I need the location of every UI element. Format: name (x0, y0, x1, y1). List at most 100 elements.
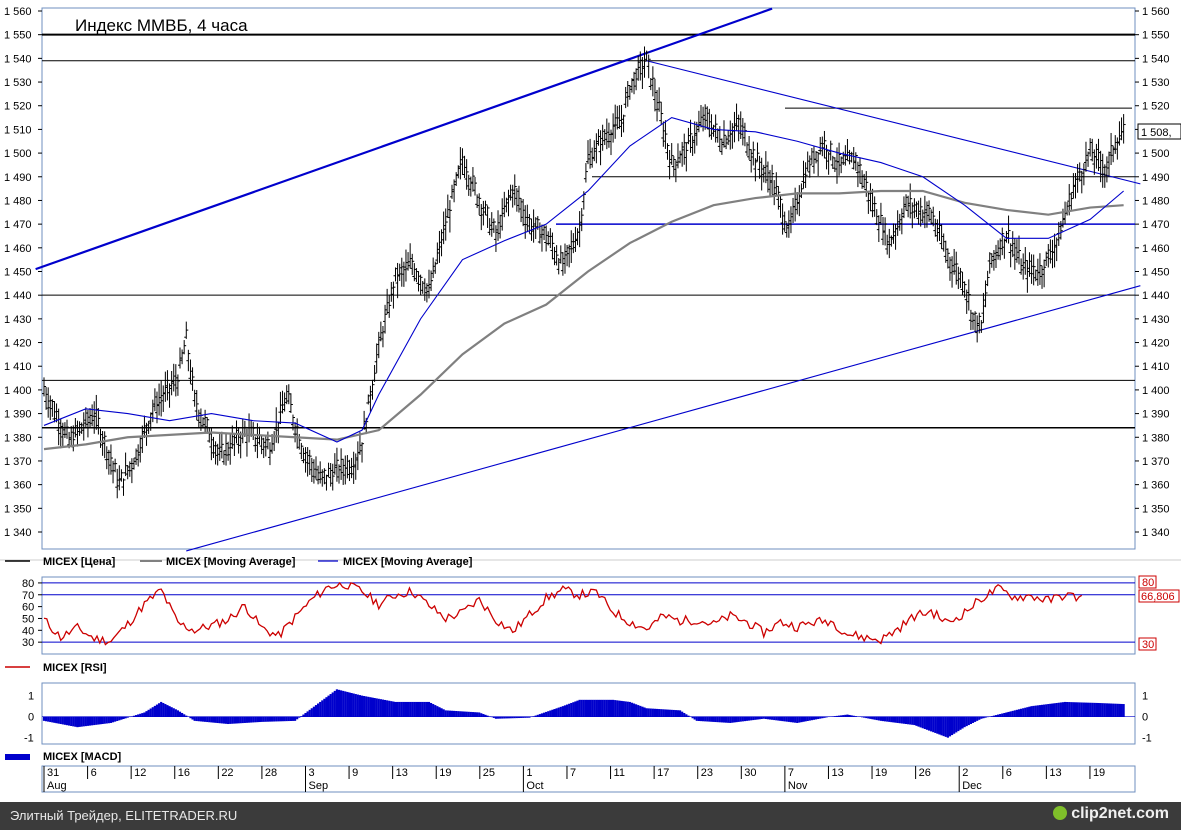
legend-rsi: MICEX [RSI] (43, 662, 107, 674)
month-label: Oct (526, 780, 543, 792)
y-tick-label-left: 1 400 (4, 385, 32, 397)
y-tick-label-right: 1 430 (1142, 314, 1170, 326)
macd-y-tick-label: 0 (28, 712, 34, 724)
y-tick-label-left: 1 510 (4, 124, 32, 136)
rsi-y-tick-label: 50 (22, 613, 34, 625)
price-levels (42, 33, 1135, 429)
x-tick-label: 19 (1093, 767, 1105, 779)
y-tick-label-right: 1 560 (1142, 6, 1170, 18)
y-tick-label-right: 1 410 (1142, 361, 1170, 373)
y-tick-label-right: 1 500 (1142, 148, 1170, 160)
rsi-label-box-80 (1138, 575, 1157, 589)
legend-price: MICEX [Цена] (43, 556, 116, 568)
y-tick-label-right: 1 450 (1142, 267, 1170, 279)
x-tick-label: 23 (701, 767, 713, 779)
macd-series (42, 689, 1125, 738)
y-tick-label-right: 1 470 (1142, 219, 1170, 231)
month-label: Sep (308, 780, 328, 792)
x-tick-label: 19 (439, 767, 451, 779)
price-y-ticks: 1 340 1 340 1 350 1 350 1 360 1 360 1 370 1 370… (4, 6, 1170, 539)
y-tick-label-right: 1 370 (1142, 456, 1170, 468)
macd-y-tick-label: -1 (24, 733, 34, 745)
rsi-series (43, 581, 1083, 646)
y-tick-label-left: 1 390 (4, 409, 32, 421)
legend-ma-gray: MICEX [Moving Average] (166, 556, 296, 568)
y-tick-label-right: 1 340 (1142, 527, 1170, 539)
price-series (42, 46, 1126, 499)
trend-line (35, 7, 773, 271)
y-tick-label-right: 1 520 (1142, 101, 1170, 113)
y-tick-label-left: 1 530 (4, 77, 32, 89)
x-tick-label: 1 (526, 767, 532, 779)
x-tick-label: 3 (308, 767, 314, 779)
y-tick-label-left: 1 520 (4, 101, 32, 113)
x-tick-label: 2 (962, 767, 968, 779)
price-legend: MICEX [Цена] MICEX [Moving Average] MICE… (5, 556, 473, 568)
y-tick-label-right: 1 540 (1142, 53, 1170, 65)
y-tick-label-left: 1 410 (4, 361, 32, 373)
legend-ma-blue: MICEX [Moving Average] (343, 556, 473, 568)
rsi-y-tick-label: 80 (22, 578, 34, 590)
y-tick-label-right: 1 480 (1142, 195, 1170, 207)
y-tick-label-left: 1 480 (4, 195, 32, 207)
month-label: Dec (962, 780, 982, 792)
rsi-right-current: 66,806 (1141, 591, 1175, 603)
rsi-right-labels: 80 66,806 30 (1138, 575, 1180, 651)
rsi-line (43, 581, 1083, 646)
y-tick-label-right: 1 420 (1142, 338, 1170, 350)
x-tick-label: 7 (788, 767, 794, 779)
y-tick-label-left: 1 370 (4, 456, 32, 468)
y-tick-label-left: 1 500 (4, 148, 32, 160)
y-tick-label-left: 1 360 (4, 480, 32, 492)
chart-title: Индекс ММВБ, 4 часа (75, 16, 248, 35)
rsi-right-80: 80 (1142, 577, 1154, 589)
footer-source: Элитный Трейдер, ELITETRADER.RU (10, 808, 238, 823)
legend-macd: MICEX [MACD] (43, 751, 122, 763)
month-label: Aug (47, 780, 67, 792)
y-tick-label-left: 1 490 (4, 172, 32, 184)
y-tick-label-left: 1 350 (4, 503, 32, 515)
y-tick-label-left: 1 470 (4, 219, 32, 231)
footer-logo[interactable]: clip2net.com (1053, 805, 1169, 823)
x-axis: 31 6 12 16 22 28 3 9 13 19 25 1 7 11 17 23 30 7 13 19 26 2 6 13… (43, 766, 1105, 792)
legend-swatch-macd (5, 754, 30, 760)
y-tick-label-right: 1 490 (1142, 172, 1170, 184)
y-tick-label-right: 1 360 (1142, 480, 1170, 492)
moving-averages (43, 116, 1124, 451)
rsi-label-box-30 (1138, 637, 1157, 651)
macd-y-tick-label-right: 1 (1142, 691, 1148, 703)
x-tick-label: 22 (221, 767, 233, 779)
x-tick-label: 30 (744, 767, 756, 779)
x-tick-label: 12 (134, 767, 146, 779)
x-axis-frame (41, 765, 1136, 793)
x-tick-label: 9 (352, 767, 358, 779)
rsi-label-box-current (1138, 589, 1180, 603)
y-tick-label-right: 1 550 (1142, 30, 1170, 42)
y-tick-label-left: 1 450 (4, 267, 32, 279)
x-tick-label: 16 (178, 767, 190, 779)
price-panel-frame (41, 7, 1136, 550)
footer-logo-text: clip2net.com (1071, 805, 1169, 822)
y-tick-label-left: 1 540 (4, 53, 32, 65)
rsi-panel-frame (41, 576, 1136, 655)
macd-y-tick-label-right: 0 (1142, 712, 1148, 724)
y-tick-label-right: 1 390 (1142, 409, 1170, 421)
last-price-box (1137, 123, 1181, 140)
y-tick-label-left: 1 430 (4, 314, 32, 326)
y-tick-label-left: 1 340 (4, 527, 32, 539)
rsi-y-tick-label: 60 (22, 602, 34, 614)
y-tick-label-right: 1 380 (1142, 432, 1170, 444)
rsi-y-tick-label: 70 (22, 590, 34, 602)
rsi-y-tick-label: 40 (22, 625, 34, 637)
macd-y-tick-label-right: -1 (1142, 733, 1152, 745)
x-tick-label: 13 (396, 767, 408, 779)
y-tick-label-right: 1 530 (1142, 77, 1170, 89)
y-tick-label-left: 1 420 (4, 338, 32, 350)
x-tick-label: 7 (570, 767, 576, 779)
footer-bar: Элитный Трейдер, ELITETRADER.RU clip2net… (0, 802, 1181, 830)
y-tick-label-left: 1 550 (4, 30, 32, 42)
ma-gray-line (43, 189, 1124, 451)
y-tick-label-left: 1 560 (4, 6, 32, 18)
